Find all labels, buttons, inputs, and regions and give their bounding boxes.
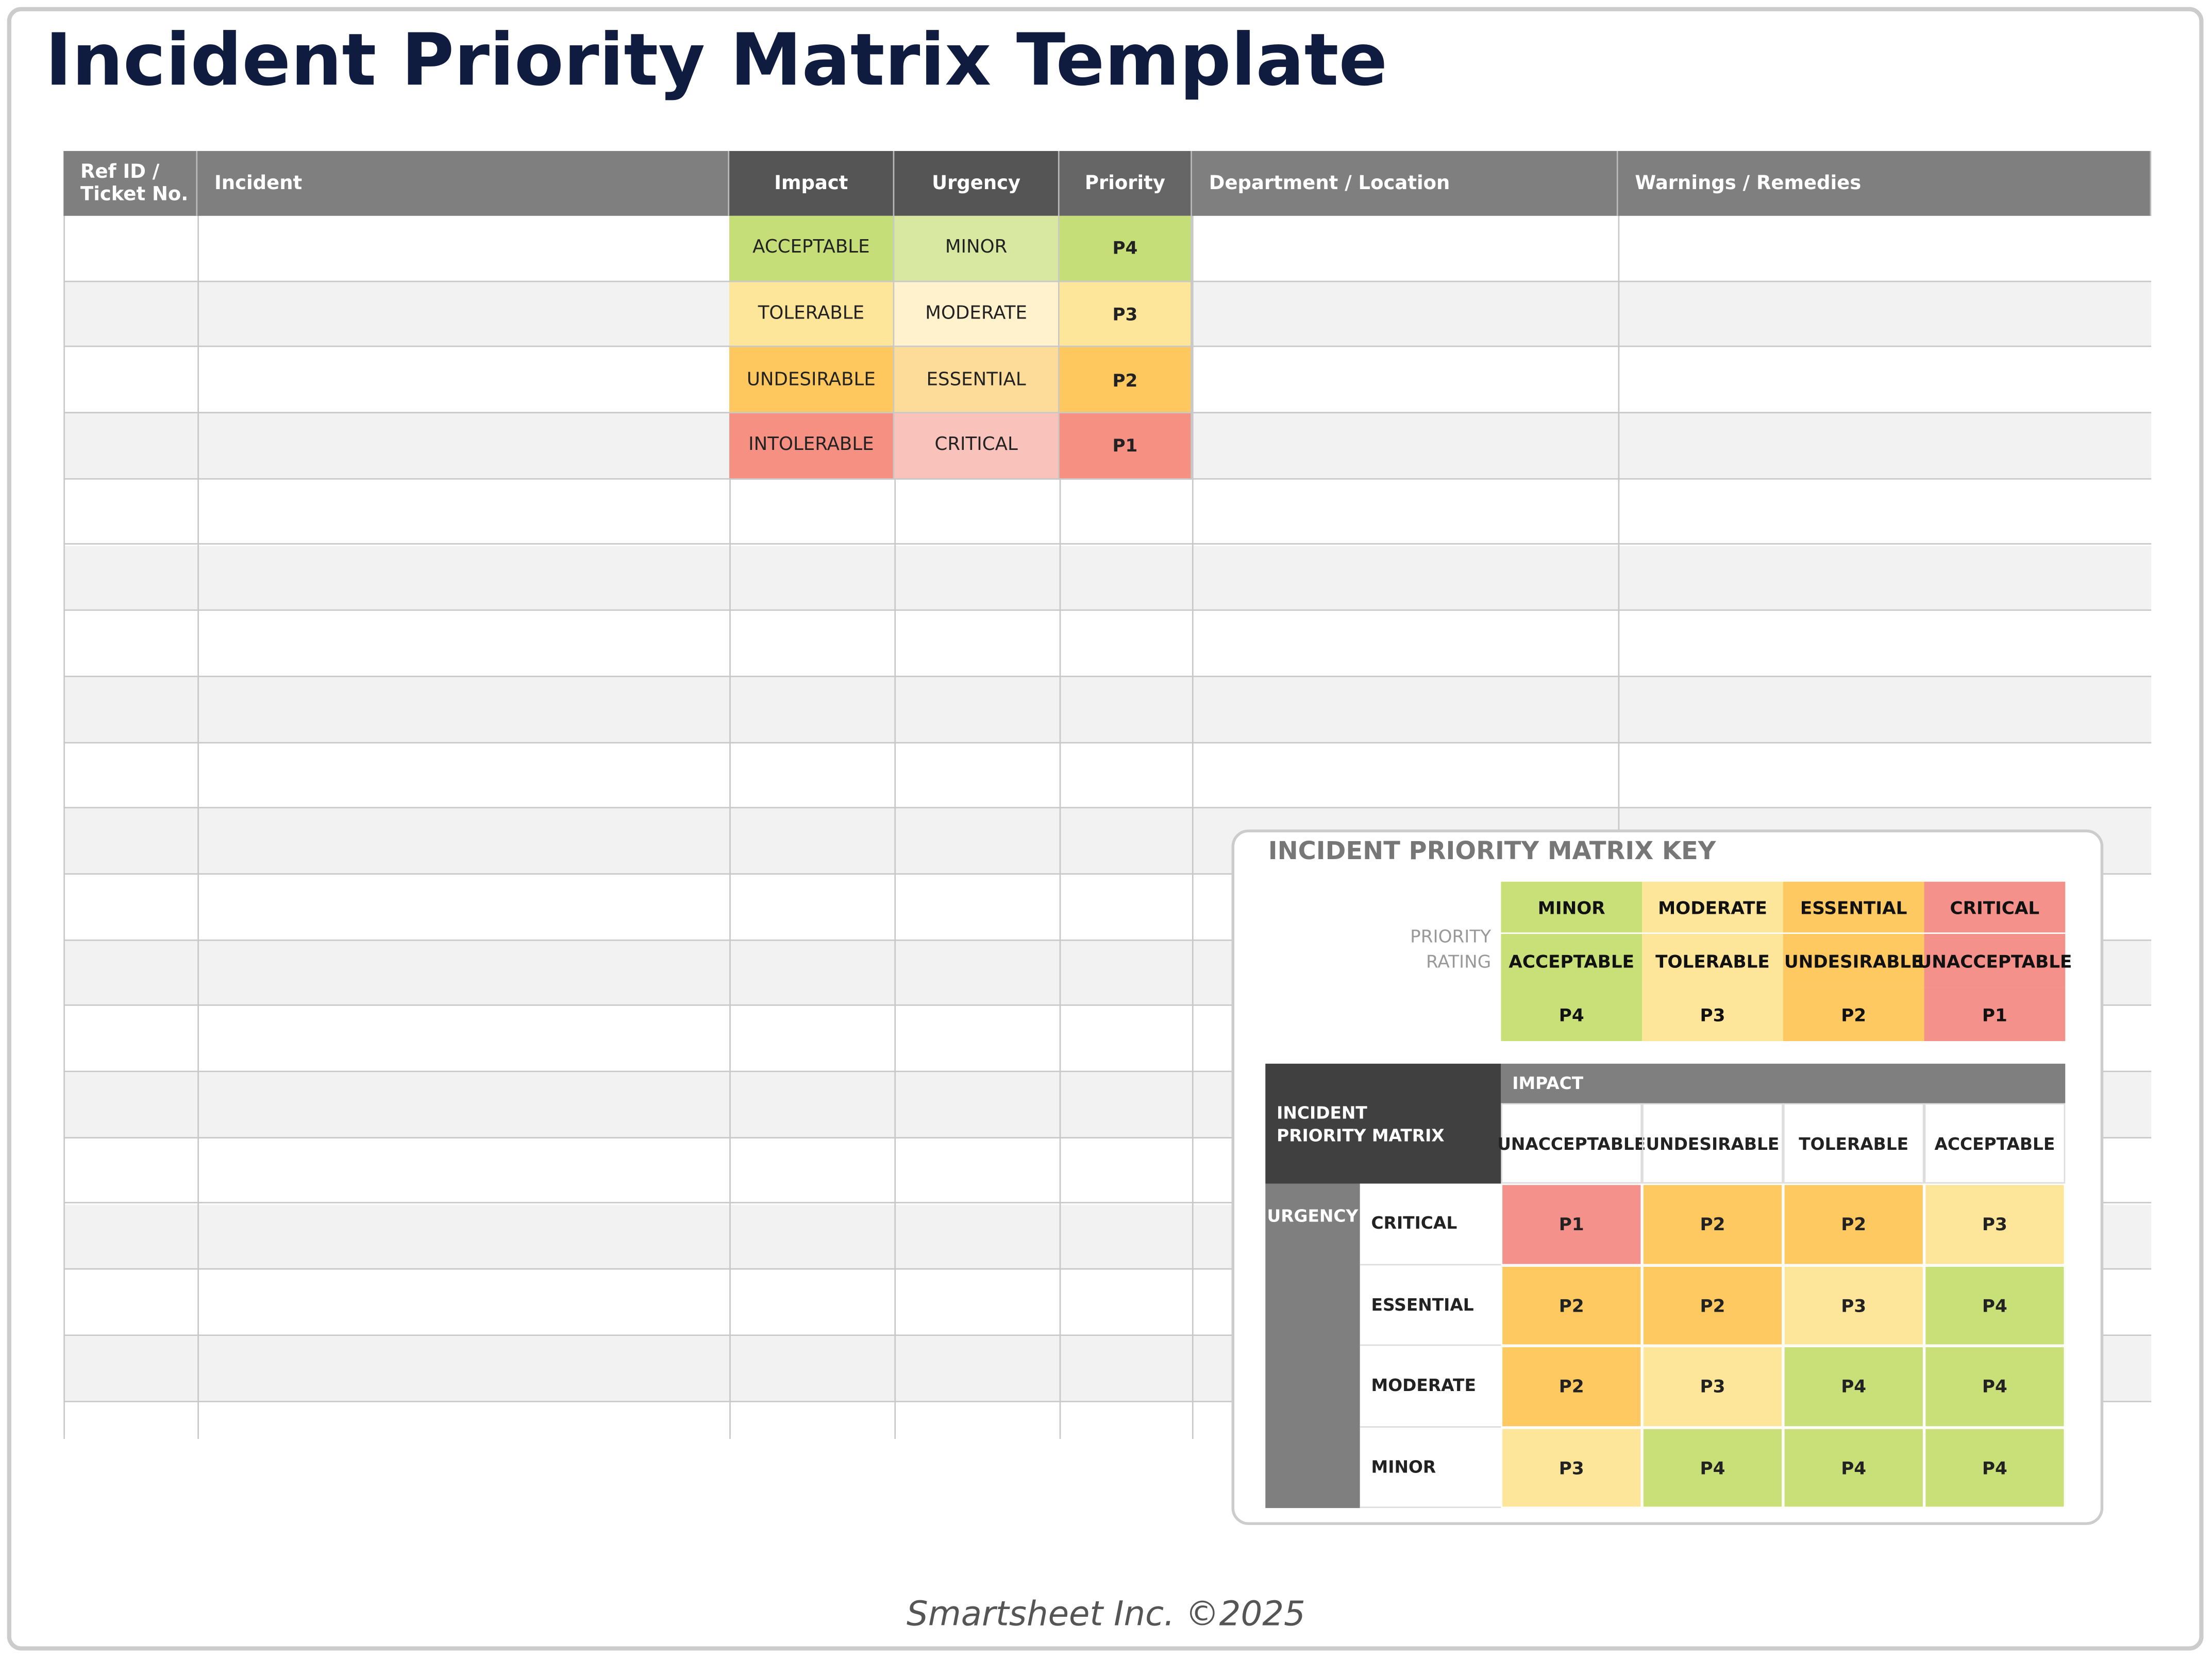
column-line xyxy=(63,150,65,1439)
rating-urgency: MODERATE xyxy=(1642,881,1783,934)
urgency-level: CRITICAL xyxy=(1360,1184,1501,1265)
urgency-cell: MODERATE xyxy=(894,281,1060,348)
urgency-cell: ESSENTIAL xyxy=(894,347,1060,414)
rating-priority: P4 xyxy=(1501,987,1643,1042)
rating-priority: P3 xyxy=(1642,987,1783,1042)
column-header: Department / Location xyxy=(1192,150,1618,216)
urgency-level: MINOR xyxy=(1360,1427,1501,1509)
impact-cell: TOLERABLE xyxy=(729,281,895,348)
matrix-cell: P2 xyxy=(1501,1264,1643,1346)
frame xyxy=(7,7,2204,1651)
matrix-cell: P3 xyxy=(1924,1183,2066,1265)
footer: Smartsheet Inc. ©2025 xyxy=(907,1594,1305,1634)
rating-urgency: MINOR xyxy=(1501,881,1643,934)
rating-urgency: CRITICAL xyxy=(1924,881,2066,934)
urgency-cell: MINOR xyxy=(894,215,1060,282)
impact-level: ACCEPTABLE xyxy=(1924,1103,2066,1184)
matrix-cell: P3 xyxy=(1501,1427,1643,1509)
matrix-cell: P4 xyxy=(1924,1427,2066,1509)
matrix-cell: P1 xyxy=(1501,1183,1643,1265)
table-row xyxy=(63,611,2152,677)
column-header: Incident xyxy=(197,150,730,216)
impact-label: IMPACT xyxy=(1501,1063,2066,1103)
matrix-cell: P4 xyxy=(1783,1427,1924,1509)
column-header: Priority xyxy=(1059,150,1192,216)
column-line xyxy=(1192,150,1194,1439)
column-line xyxy=(1618,150,1620,1439)
matrix-cell: P4 xyxy=(1924,1264,2066,1346)
matrix-cell: P2 xyxy=(1642,1183,1783,1265)
impact-cell: UNDESIRABLE xyxy=(729,347,895,414)
column-line xyxy=(1059,150,1061,1439)
column-header: Impact xyxy=(729,150,895,216)
priority-cell: P2 xyxy=(1059,347,1192,414)
matrix-cell: P2 xyxy=(1642,1264,1783,1346)
urgency-cell: CRITICAL xyxy=(894,413,1060,480)
priority-cell: P1 xyxy=(1059,413,1192,480)
rating-urgency: ESSENTIAL xyxy=(1783,881,1924,934)
impact-level: UNDESIRABLE xyxy=(1642,1103,1783,1184)
matrix-cell: P3 xyxy=(1783,1264,1924,1346)
urgency-column xyxy=(1265,1183,1360,1509)
rating-priority: P2 xyxy=(1783,987,1924,1042)
column-line xyxy=(894,150,896,1439)
impact-cell: ACCEPTABLE xyxy=(729,215,895,282)
table-row xyxy=(63,743,2152,809)
table-row xyxy=(63,479,2152,545)
table-row xyxy=(63,677,2152,743)
urgency-label: URGENCY xyxy=(1267,1206,1359,1226)
matrix-cell: P3 xyxy=(1642,1346,1783,1427)
table-row xyxy=(63,545,2152,611)
rating-impact: TOLERABLE xyxy=(1642,934,1783,988)
column-line xyxy=(729,150,731,1439)
impact-level: TOLERABLE xyxy=(1783,1103,1924,1184)
matrix-cell: P4 xyxy=(1783,1346,1924,1427)
impact-cell: INTOLERABLE xyxy=(729,413,895,480)
rating-impact: UNDESIRABLE xyxy=(1783,934,1924,988)
urgency-level: MODERATE xyxy=(1360,1346,1501,1427)
matrix-cell: P2 xyxy=(1783,1183,1924,1265)
column-header: Warnings / Remedies xyxy=(1618,150,2152,216)
priority-cell: P3 xyxy=(1059,281,1192,348)
matrix-label: INCIDENT PRIORITY MATRIX xyxy=(1265,1063,1501,1184)
key-title: INCIDENT PRIORITY MATRIX KEY xyxy=(1268,838,1716,866)
rating-impact: ACCEPTABLE xyxy=(1501,934,1643,988)
column-header: Ref ID / Ticket No. xyxy=(63,150,198,216)
rating-impact: UNACCEPTABLE xyxy=(1917,934,2072,988)
page-title: Incident Priority Matrix Template xyxy=(45,20,1388,103)
matrix-cell: P2 xyxy=(1501,1346,1643,1427)
column-line xyxy=(197,150,199,1439)
priority-rating-label: PRIORITY RATING xyxy=(1410,925,1492,972)
urgency-level: ESSENTIAL xyxy=(1360,1265,1501,1346)
rating-priority: P1 xyxy=(1924,987,2066,1042)
matrix-cell: P4 xyxy=(1924,1346,2066,1427)
matrix-cell: P4 xyxy=(1642,1427,1783,1509)
column-header: Urgency xyxy=(894,150,1060,216)
impact-level: UNACCEPTABLE xyxy=(1497,1103,1646,1184)
priority-cell: P4 xyxy=(1059,215,1192,282)
